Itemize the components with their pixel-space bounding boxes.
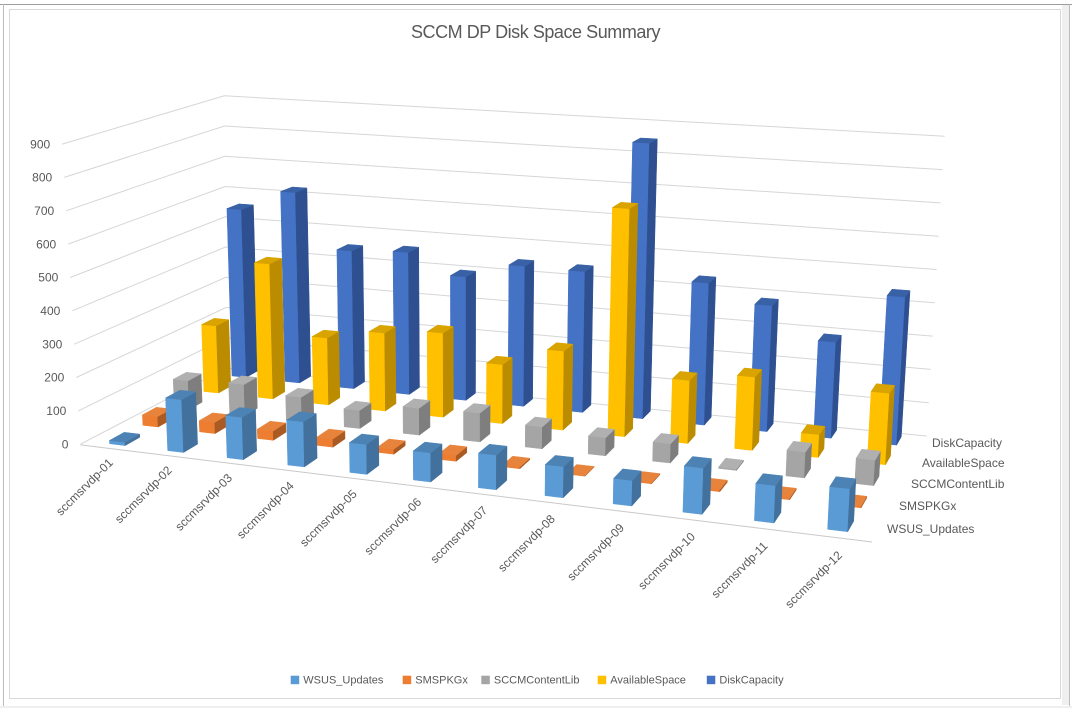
- svg-text:sccmsrvdp-11: sccmsrvdp-11: [708, 539, 770, 601]
- svg-text:300: 300: [42, 337, 62, 351]
- svg-text:100: 100: [46, 404, 66, 418]
- svg-text:SMSPKGx: SMSPKGx: [415, 675, 468, 687]
- svg-text:sccmsrvdp-03: sccmsrvdp-03: [172, 471, 235, 534]
- svg-text:SCCMContentLib: SCCMContentLib: [494, 675, 580, 687]
- svg-text:sccmsrvdp-06: sccmsrvdp-06: [362, 495, 425, 558]
- svg-text:SMSPKGx: SMSPKGx: [899, 499, 956, 513]
- svg-text:AvailableSpace: AvailableSpace: [610, 675, 686, 687]
- svg-text:WSUS_Updates: WSUS_Updates: [887, 522, 974, 536]
- svg-text:DiskCapacity: DiskCapacity: [932, 436, 1002, 450]
- svg-text:0: 0: [62, 437, 69, 451]
- svg-text:800: 800: [32, 171, 52, 185]
- svg-text:500: 500: [38, 271, 58, 285]
- svg-text:700: 700: [34, 204, 54, 218]
- svg-text:sccmsrvdp-02: sccmsrvdp-02: [112, 463, 175, 526]
- svg-text:sccmsrvdp-12: sccmsrvdp-12: [782, 548, 845, 611]
- svg-text:AvailableSpace: AvailableSpace: [922, 456, 1005, 470]
- svg-text:200: 200: [44, 371, 64, 385]
- svg-text:400: 400: [40, 304, 60, 318]
- svg-text:600: 600: [36, 237, 56, 251]
- svg-text:SCCM DP Disk Space Summary: SCCM DP Disk Space Summary: [411, 22, 660, 42]
- svg-text:WSUS_Updates: WSUS_Updates: [303, 675, 384, 687]
- svg-text:sccmsrvdp-01: sccmsrvdp-01: [53, 455, 116, 518]
- svg-text:sccmsrvdp-07: sccmsrvdp-07: [428, 503, 491, 566]
- svg-text:sccmsrvdp-04: sccmsrvdp-04: [234, 478, 297, 541]
- svg-text:sccmsrvdp-08: sccmsrvdp-08: [495, 512, 558, 575]
- svg-text:sccmsrvdp-09: sccmsrvdp-09: [564, 520, 627, 583]
- svg-text:sccmsrvdp-05: sccmsrvdp-05: [297, 487, 360, 550]
- svg-text:SCCMContentLib: SCCMContentLib: [911, 477, 1005, 491]
- svg-text:sccmsrvdp-10: sccmsrvdp-10: [635, 529, 698, 592]
- svg-text:DiskCapacity: DiskCapacity: [719, 675, 784, 687]
- svg-text:900: 900: [30, 137, 50, 151]
